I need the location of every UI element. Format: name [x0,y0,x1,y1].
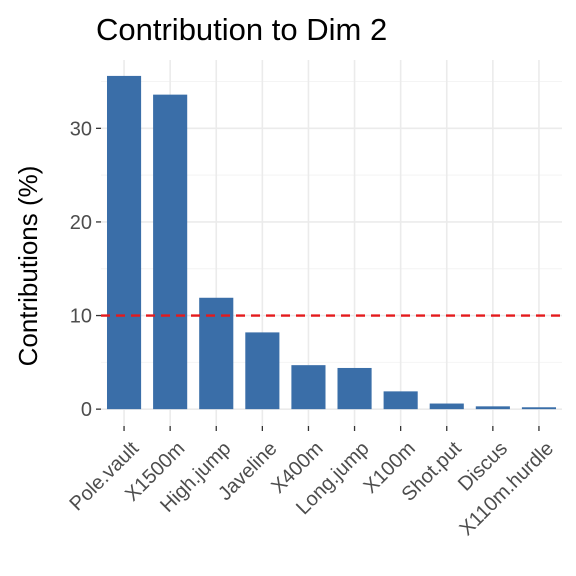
bars-layer [106,75,557,410]
bar [337,367,372,410]
bar [291,365,326,410]
x-axis: Pole.vaultX1500mHigh.jumpJavelineX400mLo… [66,426,558,540]
y-tick-label: 20 [70,212,92,234]
y-axis-label: Contributions (%) [13,166,43,367]
bar [521,407,557,410]
bar [429,403,464,410]
bar [475,406,510,410]
x-tick-label: Pole.vault [66,437,144,515]
y-tick-label: 30 [70,118,92,140]
chart-title: Contribution to Dim 2 [96,12,387,47]
bar [153,94,188,410]
y-tick-label: 0 [81,399,92,421]
bar [106,75,142,410]
bar [383,391,418,410]
y-tick-label: 10 [70,306,92,328]
y-axis: 0 10 20 30 [70,118,101,421]
bar [245,332,280,410]
